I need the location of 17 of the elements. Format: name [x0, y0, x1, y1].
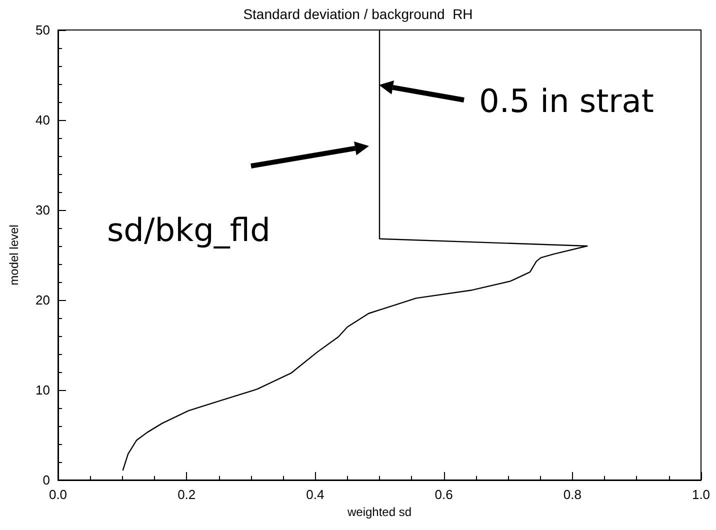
- annotation: 0.5 in strat: [479, 82, 654, 120]
- y-tick-label: 40: [36, 112, 50, 128]
- x-tick-label: 0.2: [178, 487, 196, 502]
- y-tick-label: 20: [36, 292, 50, 308]
- x-tick-label: 0.4: [306, 487, 324, 502]
- y-tick-label: 30: [36, 202, 50, 218]
- annotation: sd/bkg_fld: [107, 211, 270, 249]
- x-tick-label: 0.6: [434, 487, 453, 502]
- y-tick-label: 10: [36, 382, 50, 398]
- y-axis-title: model level: [7, 224, 21, 286]
- chart-title: Standard deviation / background RH: [243, 6, 473, 22]
- x-tick-label: 1.0: [692, 487, 710, 502]
- y-tick-label: 0: [42, 472, 50, 488]
- y-tick-label: 50: [36, 22, 50, 38]
- x-axis-title: weighted sd: [346, 504, 412, 519]
- x-tick-label: 0.8: [563, 487, 582, 502]
- x-tick-label: 0.0: [48, 487, 68, 502]
